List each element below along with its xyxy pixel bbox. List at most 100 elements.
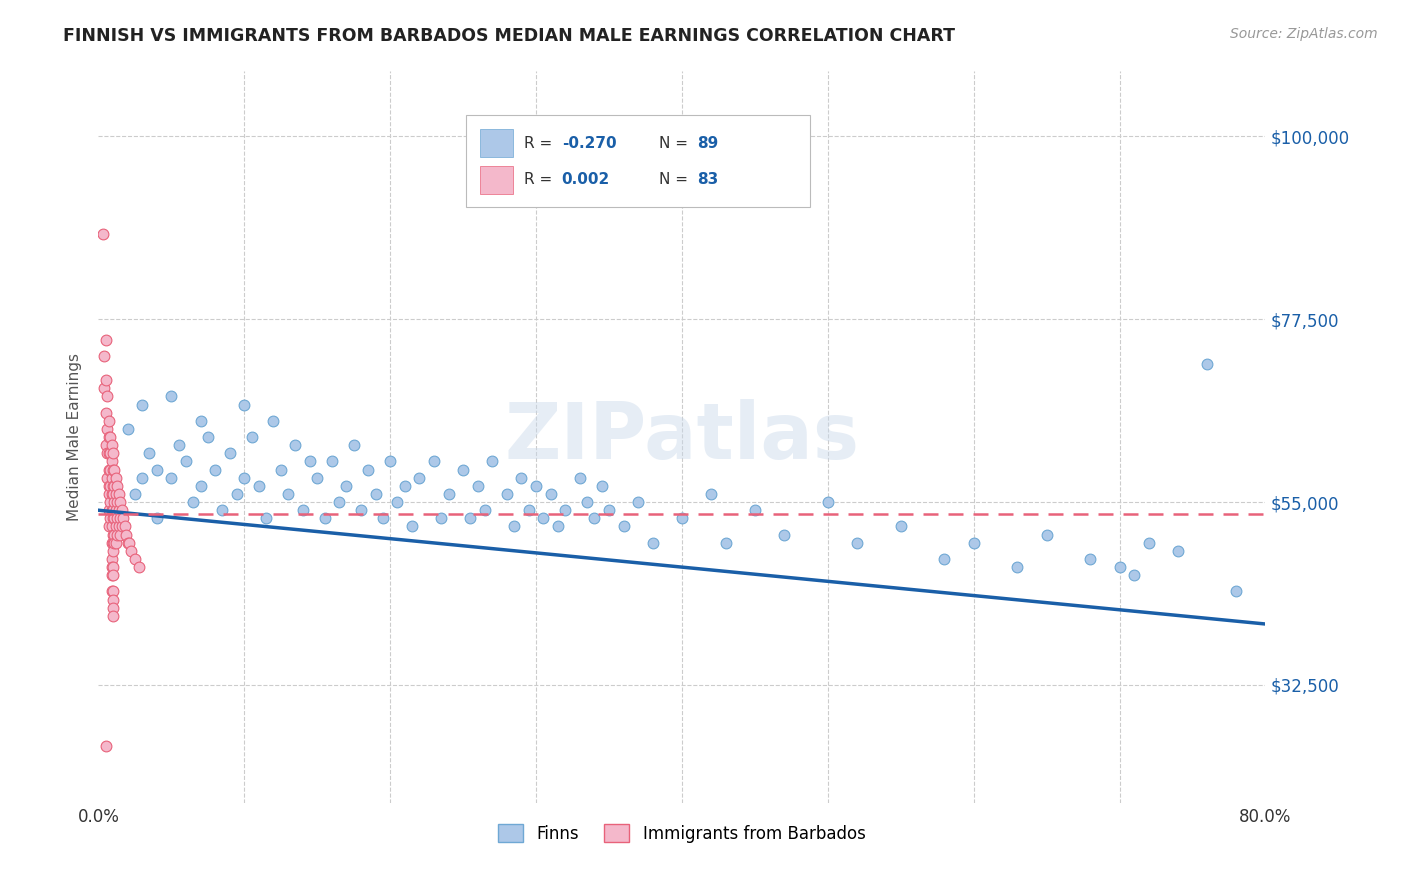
Y-axis label: Median Male Earnings: Median Male Earnings <box>67 353 83 521</box>
Point <box>531 511 554 525</box>
Point <box>314 511 336 525</box>
Point <box>714 535 737 549</box>
Point <box>131 398 153 412</box>
Point <box>510 471 533 485</box>
Point <box>233 471 256 485</box>
Point <box>100 560 122 574</box>
Point <box>97 462 120 476</box>
Point <box>115 527 138 541</box>
Point <box>350 503 373 517</box>
Point <box>103 462 125 476</box>
Point <box>108 487 131 501</box>
Point <box>343 438 366 452</box>
Point <box>103 495 125 509</box>
Point <box>583 511 606 525</box>
Text: R =: R = <box>524 172 558 187</box>
Point <box>105 511 128 525</box>
Point <box>211 503 233 517</box>
Text: FINNISH VS IMMIGRANTS FROM BARBADOS MEDIAN MALE EARNINGS CORRELATION CHART: FINNISH VS IMMIGRANTS FROM BARBADOS MEDI… <box>63 27 955 45</box>
Point <box>671 511 693 525</box>
Point <box>190 414 212 428</box>
Point <box>598 503 620 517</box>
Point <box>101 600 124 615</box>
Point <box>481 454 503 468</box>
Point <box>103 535 125 549</box>
Text: R =: R = <box>524 136 558 151</box>
Point <box>890 519 912 533</box>
Point <box>110 495 132 509</box>
Point <box>328 495 350 509</box>
Point <box>101 560 124 574</box>
Point <box>98 446 121 460</box>
Point <box>773 527 796 541</box>
Point <box>110 527 132 541</box>
Point <box>612 519 634 533</box>
FancyBboxPatch shape <box>479 166 513 194</box>
Point <box>108 519 131 533</box>
Point <box>846 535 869 549</box>
Point <box>101 527 124 541</box>
Point <box>100 552 122 566</box>
Point <box>364 487 387 501</box>
Point <box>1080 552 1102 566</box>
Point <box>93 349 115 363</box>
Point <box>744 503 766 517</box>
Point <box>817 495 839 509</box>
Point <box>97 487 120 501</box>
Point <box>101 511 124 525</box>
Point <box>1035 527 1057 541</box>
Point <box>101 535 124 549</box>
Point <box>357 462 380 476</box>
Point <box>233 398 256 412</box>
Text: -0.270: -0.270 <box>562 136 616 151</box>
Text: 0.002: 0.002 <box>562 172 610 187</box>
Point <box>117 422 139 436</box>
Point <box>124 552 146 566</box>
Point <box>97 430 120 444</box>
Point <box>146 462 169 476</box>
Point <box>98 462 121 476</box>
Point <box>94 739 117 753</box>
Point <box>460 511 482 525</box>
Point <box>401 519 423 533</box>
Point <box>103 479 125 493</box>
Point <box>111 519 134 533</box>
Point <box>98 495 121 509</box>
Point <box>93 381 115 395</box>
Text: Source: ZipAtlas.com: Source: ZipAtlas.com <box>1230 27 1378 41</box>
Point <box>131 471 153 485</box>
Point <box>524 479 547 493</box>
Point <box>101 487 124 501</box>
Point <box>218 446 240 460</box>
Point <box>96 471 118 485</box>
Point <box>100 438 122 452</box>
Point <box>430 511 453 525</box>
Point <box>380 454 402 468</box>
Point <box>105 479 128 493</box>
Point <box>104 471 127 485</box>
Point <box>254 511 277 525</box>
Point <box>298 454 321 468</box>
Point <box>98 479 121 493</box>
Point <box>101 479 124 493</box>
Point <box>270 462 292 476</box>
Point <box>1108 560 1130 574</box>
FancyBboxPatch shape <box>479 129 513 157</box>
Point <box>467 479 489 493</box>
Point <box>540 487 562 501</box>
Point <box>496 487 519 501</box>
Point <box>96 446 118 460</box>
Text: 89: 89 <box>697 136 718 151</box>
Point <box>114 519 136 533</box>
Point <box>641 535 664 549</box>
Point <box>423 454 446 468</box>
Point <box>1137 535 1160 549</box>
Point <box>160 471 183 485</box>
Point <box>1123 568 1146 582</box>
Point <box>181 495 204 509</box>
Point <box>100 568 122 582</box>
Point <box>962 535 984 549</box>
Point <box>568 471 591 485</box>
Point <box>174 454 197 468</box>
Point <box>167 438 190 452</box>
